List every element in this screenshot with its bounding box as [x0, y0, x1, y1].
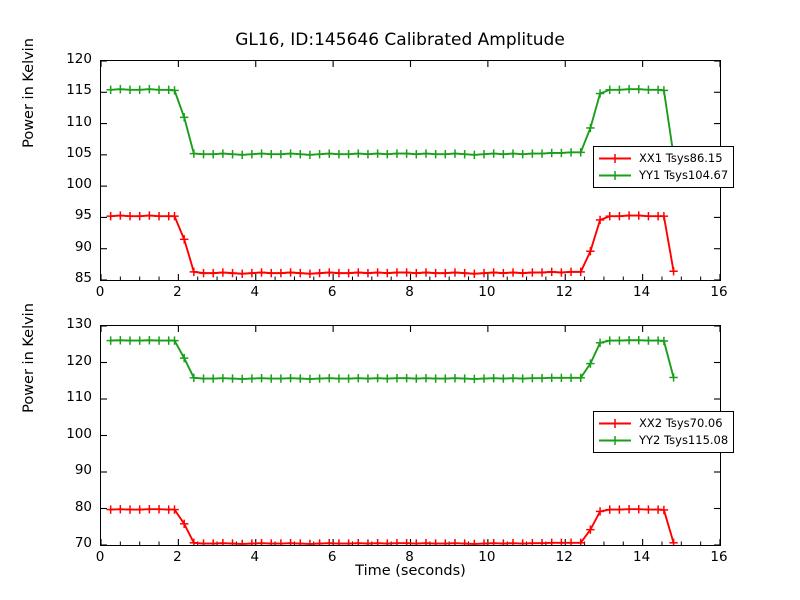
x-tick-label: 12	[555, 284, 573, 300]
series-markers	[106, 211, 678, 278]
legend-entry[interactable]: YY2 Tsys115.08	[598, 432, 728, 449]
plot-area-bottom	[100, 325, 721, 546]
series-line	[110, 88, 675, 156]
legend-line-marker-icon	[598, 152, 632, 165]
legend-label: YY2 Tsys115.08	[639, 433, 729, 447]
x-tick-label: 16	[710, 284, 728, 300]
plot-svg-top	[101, 61, 720, 280]
y-tick-label: 85	[74, 270, 92, 286]
legend-line-marker-icon	[598, 434, 632, 447]
y-tick-label: 100	[66, 176, 92, 193]
x-tick-label: 8	[405, 549, 414, 565]
y-tick-label: 130	[66, 316, 92, 332]
x-tick-label: 2	[173, 549, 182, 565]
y-tick-label: 90	[74, 238, 92, 255]
x-tick-label: 6	[327, 549, 337, 565]
y-tick-label: 95	[74, 207, 92, 224]
y-tick-label: 110	[66, 389, 92, 405]
x-tick-label: 12	[555, 549, 573, 565]
x-tick-label: 0	[95, 284, 105, 300]
x-axis-label: Time (seconds)	[355, 563, 466, 579]
x-tick-label: 14	[633, 284, 651, 300]
y-tick-label: 105	[66, 144, 92, 161]
x-tick-label: 14	[633, 549, 651, 565]
y-tick-label: 115	[66, 82, 92, 99]
x-tick-label: 0	[95, 549, 105, 565]
y-tick-label: 110	[66, 113, 92, 130]
x-tick-label: 6	[327, 284, 337, 300]
legend-label: XX1 Tsys86.15	[639, 151, 723, 165]
y-axis-label-bottom: Power in Kelvin	[21, 303, 37, 413]
legend-entry[interactable]: YY1 Tsys104.67	[598, 167, 728, 184]
plot-svg-bottom	[101, 326, 720, 545]
x-tick-label: 10	[478, 549, 496, 565]
page-title: GL16, ID:145646 Calibrated Amplitude	[235, 30, 565, 50]
x-tick-label: 8	[405, 284, 414, 300]
legend-line-marker-icon	[598, 169, 632, 182]
x-tick-label: 10	[478, 284, 496, 300]
series-markers	[106, 336, 678, 384]
x-tick-label: 4	[250, 549, 260, 565]
x-tick-label: 16	[710, 549, 728, 565]
series-line	[110, 339, 675, 380]
legend-entry[interactable]: XX1 Tsys86.15	[598, 150, 728, 167]
legend-line-marker-icon	[598, 417, 632, 430]
x-tick-label: 2	[173, 284, 182, 300]
y-tick-label: 120	[66, 51, 92, 67]
y-tick-label: 90	[74, 462, 92, 478]
y-tick-label: 80	[74, 498, 92, 515]
y-axis-label-top: Power in Kelvin	[21, 38, 37, 148]
legend-entry[interactable]: XX2 Tsys70.06	[598, 415, 728, 432]
series-line	[110, 214, 675, 275]
series-markers	[106, 505, 678, 545]
legend-label: YY1 Tsys104.67	[639, 168, 729, 182]
x-tick-label: 4	[250, 284, 260, 300]
y-tick-label: 100	[66, 425, 92, 442]
legend-label: XX2 Tsys70.06	[639, 416, 723, 430]
series-line	[110, 508, 675, 545]
y-tick-label: 70	[74, 535, 92, 551]
legend-bottom[interactable]: XX2 Tsys70.06 YY2 Tsys115.08	[593, 411, 735, 453]
series-markers	[106, 84, 678, 160]
legend-top[interactable]: XX1 Tsys86.15 YY1 Tsys104.67	[593, 146, 735, 188]
y-tick-label: 120	[66, 352, 92, 369]
